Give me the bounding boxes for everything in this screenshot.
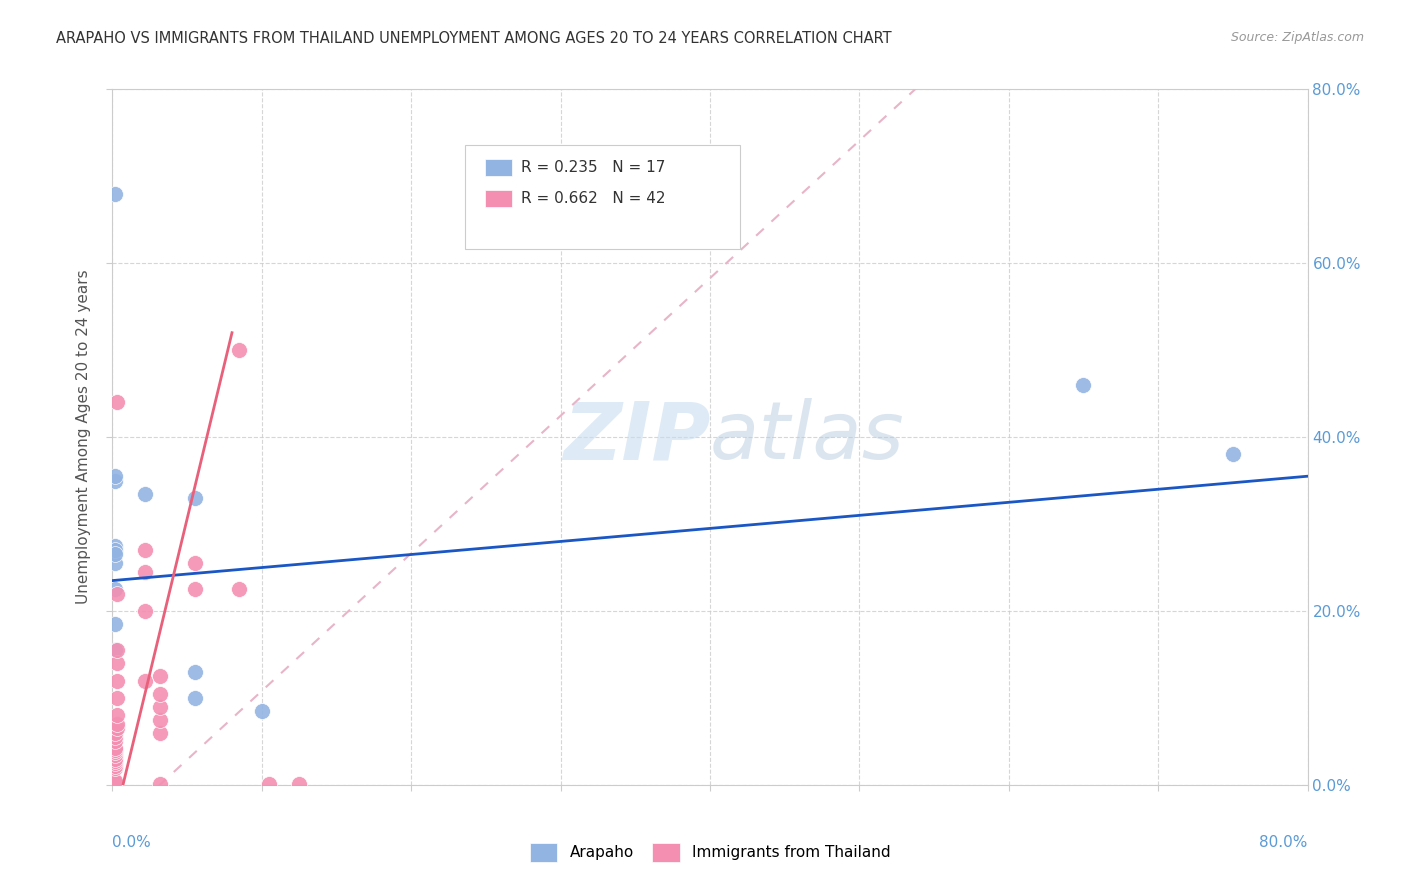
Point [104, 773, 127, 788]
Point [104, 734, 127, 748]
Point [228, 343, 250, 357]
Point [149, 669, 172, 683]
Point [183, 556, 205, 570]
FancyBboxPatch shape [465, 145, 740, 249]
Point [104, 747, 127, 762]
Point [104, 745, 127, 759]
Point [104, 760, 127, 774]
Point [103, 775, 125, 789]
Point [104, 741, 127, 756]
Point [104, 726, 127, 740]
Point [183, 690, 205, 705]
Point [104, 556, 127, 570]
Point [104, 752, 127, 766]
Point [134, 673, 156, 688]
Legend: Arapaho, Immigrants from Thailand: Arapaho, Immigrants from Thailand [523, 837, 897, 868]
Point [134, 604, 156, 618]
Point [250, 704, 273, 718]
Point [104, 474, 127, 488]
Point [105, 395, 128, 409]
Point [104, 617, 127, 632]
Text: ZIP: ZIP [562, 398, 710, 476]
Point [228, 582, 250, 597]
Point [149, 726, 172, 740]
Text: ARAPAHO VS IMMIGRANTS FROM THAILAND UNEMPLOYMENT AMONG AGES 20 TO 24 YEARS CORRE: ARAPAHO VS IMMIGRANTS FROM THAILAND UNEM… [56, 31, 891, 46]
Bar [485, 159, 512, 177]
Point [104, 543, 127, 558]
Point [105, 587, 128, 601]
Text: atlas: atlas [710, 398, 905, 476]
Text: 80.0%: 80.0% [1260, 836, 1308, 850]
Point [149, 713, 172, 727]
Point [259, 777, 281, 791]
Point [288, 777, 311, 791]
Point [103, 774, 125, 789]
Point [183, 582, 205, 597]
Point [105, 722, 128, 736]
Point [104, 582, 127, 597]
Y-axis label: Unemployment Among Ages 20 to 24 years: Unemployment Among Ages 20 to 24 years [76, 269, 91, 605]
Point [1073, 377, 1095, 392]
Text: R = 0.662   N = 42: R = 0.662 N = 42 [522, 191, 665, 206]
Point [104, 548, 127, 562]
Point [149, 777, 172, 791]
Point [103, 777, 125, 791]
Point [104, 539, 127, 553]
Point [104, 756, 127, 771]
Point [104, 743, 127, 757]
Point [134, 486, 156, 500]
Point [134, 565, 156, 579]
Point [149, 687, 172, 701]
Bar [485, 190, 512, 208]
Point [104, 643, 127, 657]
Point [104, 730, 127, 744]
Point [134, 543, 156, 558]
Text: 0.0%: 0.0% [112, 836, 152, 850]
Point [104, 759, 127, 773]
Point [149, 699, 172, 714]
Point [1222, 447, 1244, 462]
Point [105, 657, 128, 671]
Point [105, 717, 128, 731]
Text: Source: ZipAtlas.com: Source: ZipAtlas.com [1230, 31, 1364, 45]
Point [183, 665, 205, 679]
Point [105, 708, 128, 723]
Point [104, 754, 127, 768]
Point [104, 469, 127, 483]
Point [105, 673, 128, 688]
Point [105, 643, 128, 657]
Text: R = 0.235   N = 17: R = 0.235 N = 17 [522, 160, 665, 175]
Point [103, 776, 125, 790]
Point [104, 186, 127, 201]
Point [183, 491, 205, 505]
Point [105, 690, 128, 705]
